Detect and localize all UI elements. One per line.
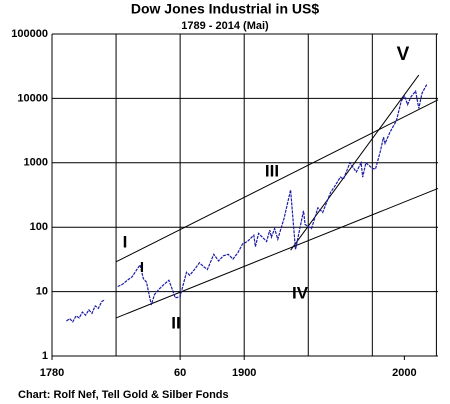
wave-label: V [397, 44, 410, 65]
x-tick-label: 1900 [232, 367, 256, 379]
wave-label: I [140, 259, 144, 276]
y-tick-label: 10000 [17, 92, 48, 104]
source: Chart: Rolf Nef, Tell Gold & Silber Fond… [18, 389, 229, 401]
y-tick-label: 100000 [11, 28, 48, 40]
wave-label: IV [292, 283, 309, 302]
y-tick-label: 1 [42, 350, 48, 362]
trend-line [290, 74, 420, 251]
y-tick-label: 100 [30, 221, 48, 233]
trend-line [115, 187, 439, 319]
wave-label: III [265, 161, 279, 180]
wave-label: I [123, 232, 128, 251]
y-tick-label: 1000 [24, 157, 48, 169]
wave-label: II [171, 313, 180, 332]
x-tick-label: 60 [174, 367, 186, 379]
price-line [66, 84, 428, 323]
y-tick-label: 10 [36, 286, 48, 298]
chart-subtitle: 1789 - 2014 (Mai) [181, 20, 269, 32]
trend-line [115, 99, 439, 263]
x-tick-label: 2000 [392, 367, 416, 379]
x-tick-label: 1780 [40, 367, 64, 379]
chart-title: Dow Jones Industrial in US$ [131, 1, 319, 17]
